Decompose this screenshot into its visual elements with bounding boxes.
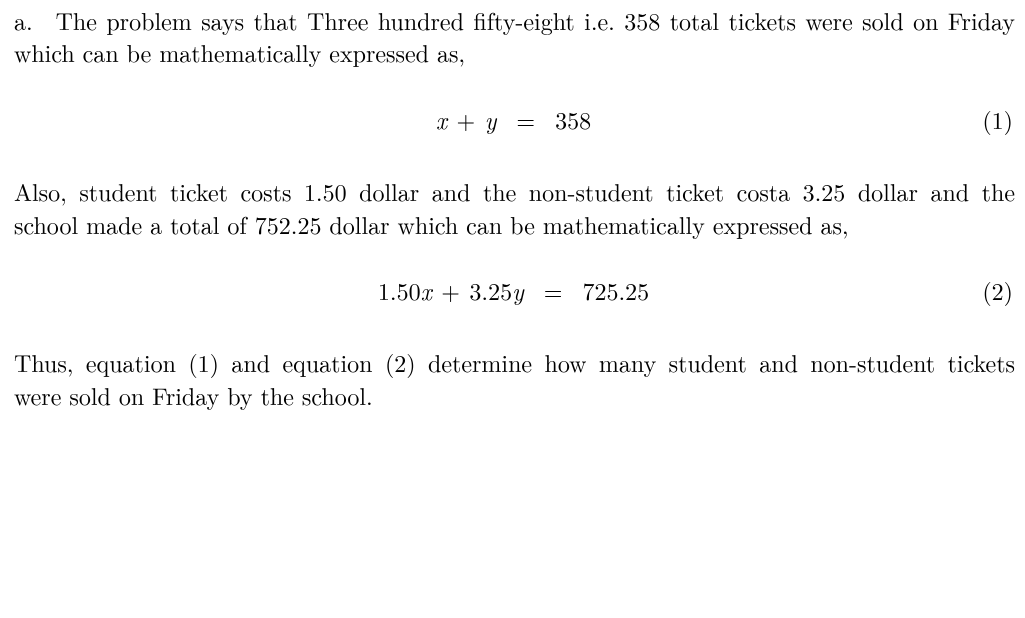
middle-text: Also, student ticket costs 1.50 dollar a… [14, 174, 1015, 240]
middle-paragraph: Also, student ticket costs 1.50 dollar a… [14, 175, 1015, 240]
intro-number: 358 [624, 3, 660, 37]
intro-paragraph: a. The problem says that Three hundred f… [14, 4, 1015, 69]
eq2-coef2: 3.25 [469, 273, 512, 307]
eq1-var-x: x [436, 102, 447, 136]
eq1-var-y: y [485, 102, 497, 136]
eq1-plus: + [457, 102, 476, 136]
eq2-var-x: x [421, 273, 432, 307]
conclusion-text: Thus, equation (1) and equation (2) dete… [14, 345, 1015, 411]
part-label: a. [14, 3, 33, 37]
equation-2-block: 1.50x + 3.25y = 725.25 (2) [14, 274, 1015, 306]
eq2-var-y: y [512, 273, 524, 307]
eq2-coef1: 1.50 [378, 273, 421, 307]
eq2-rhs: 725.25 [582, 273, 649, 307]
eq1-equals: = [516, 102, 535, 136]
conclusion-paragraph: Thus, equation (1) and equation (2) dete… [14, 346, 1015, 411]
eq2-tag: (2) [649, 274, 1015, 306]
equation-2: 1.50x + 3.25y = 725.25 [378, 274, 649, 306]
eq1-tag: (1) [591, 103, 1015, 135]
equation-1-block: x + y = 358 (1) [14, 103, 1015, 135]
eq2-equals: = [544, 273, 563, 307]
page: a. The problem says that Three hundred f… [0, 0, 1025, 411]
eq1-rhs: 358 [555, 102, 591, 136]
equation-1: x + y = 358 [436, 103, 591, 135]
eq2-plus: + [441, 273, 460, 307]
intro-text-before: The problem says that Three hundred fift… [56, 3, 615, 37]
